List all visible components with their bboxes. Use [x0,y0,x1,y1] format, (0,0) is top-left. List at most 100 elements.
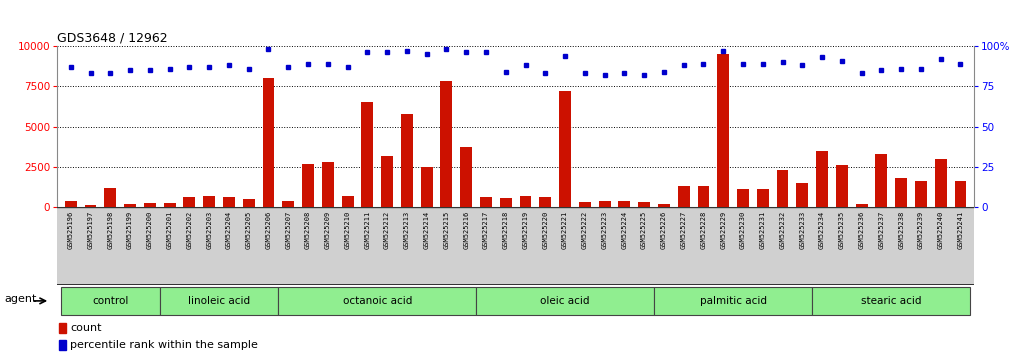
Bar [243,199,254,207]
Bar [124,204,136,207]
Text: GSM525203: GSM525203 [206,211,213,249]
Bar [717,54,729,207]
Text: GSM525218: GSM525218 [502,211,508,249]
Text: GSM525240: GSM525240 [938,211,944,249]
Text: GSM525201: GSM525201 [167,211,173,249]
Bar [915,181,926,207]
Bar [65,201,76,207]
Text: GSM525234: GSM525234 [819,211,825,249]
FancyBboxPatch shape [654,287,813,315]
Text: GSM525239: GSM525239 [918,211,923,249]
Text: GSM525220: GSM525220 [542,211,548,249]
Bar [520,196,532,207]
Text: GSM525196: GSM525196 [68,211,74,249]
Text: GSM525225: GSM525225 [641,211,647,249]
Text: GSM525212: GSM525212 [384,211,391,249]
Bar [579,202,591,207]
Text: GSM525228: GSM525228 [701,211,707,249]
Text: palmitic acid: palmitic acid [700,296,767,306]
Text: GSM525211: GSM525211 [364,211,370,249]
Text: percentile rank within the sample: percentile rank within the sample [70,340,258,350]
Text: GSM525207: GSM525207 [285,211,291,249]
Text: octanoic acid: octanoic acid [343,296,412,306]
Text: GSM525227: GSM525227 [680,211,686,249]
Text: GSM525219: GSM525219 [523,211,529,249]
Text: GSM525238: GSM525238 [898,211,904,249]
Text: oleic acid: oleic acid [540,296,590,306]
Bar [59,323,66,333]
Bar [421,167,432,207]
Bar [283,201,294,207]
Bar [677,186,690,207]
Text: GSM525237: GSM525237 [879,211,885,249]
Bar [796,183,809,207]
Text: GSM525215: GSM525215 [443,211,450,249]
FancyBboxPatch shape [279,287,476,315]
Bar [618,201,631,207]
Bar [342,196,354,207]
Bar [757,189,769,207]
Bar [777,170,788,207]
Bar [302,164,314,207]
Bar [816,151,828,207]
Text: linoleic acid: linoleic acid [188,296,250,306]
Text: GSM525224: GSM525224 [621,211,627,249]
Bar [262,78,275,207]
Text: GSM525198: GSM525198 [108,211,113,249]
Bar [440,81,453,207]
Bar [105,188,116,207]
Text: GSM525231: GSM525231 [760,211,766,249]
Text: GSM525221: GSM525221 [562,211,569,249]
Bar [639,202,650,207]
Text: GSM525236: GSM525236 [858,211,864,249]
Bar [84,205,97,207]
Bar [321,162,334,207]
Bar [59,340,66,350]
Text: GSM525226: GSM525226 [661,211,667,249]
FancyBboxPatch shape [61,287,160,315]
Bar [876,154,887,207]
Text: GSM525206: GSM525206 [265,211,272,249]
FancyBboxPatch shape [813,287,970,315]
Bar [223,198,235,207]
Text: GSM525204: GSM525204 [226,211,232,249]
Bar [935,159,947,207]
Bar [480,196,492,207]
Text: GSM525205: GSM525205 [246,211,252,249]
Text: control: control [93,296,128,306]
Text: GSM525233: GSM525233 [799,211,805,249]
Text: GSM525230: GSM525230 [740,211,746,249]
Bar [499,198,512,207]
Bar [698,186,710,207]
FancyBboxPatch shape [160,287,279,315]
Text: GSM525209: GSM525209 [324,211,331,249]
Text: GSM525210: GSM525210 [345,211,351,249]
Bar [183,198,195,207]
Text: GSM525202: GSM525202 [186,211,192,249]
Bar [539,198,551,207]
Text: agent: agent [4,294,37,304]
Bar [203,196,216,207]
Bar [164,203,176,207]
Text: GSM525232: GSM525232 [779,211,785,249]
Text: GSM525235: GSM525235 [839,211,845,249]
Bar [381,155,393,207]
FancyBboxPatch shape [476,287,654,315]
Text: stearic acid: stearic acid [861,296,921,306]
Text: GSM525199: GSM525199 [127,211,133,249]
Bar [461,148,472,207]
Text: count: count [70,323,102,333]
Bar [836,165,848,207]
Text: GSM525208: GSM525208 [305,211,311,249]
Bar [895,178,907,207]
Text: GSM525229: GSM525229 [720,211,726,249]
Bar [401,114,413,207]
Text: GSM525216: GSM525216 [463,211,469,249]
Bar [855,204,868,207]
Bar [144,203,156,207]
Bar [559,91,571,207]
Text: GSM525241: GSM525241 [957,211,963,249]
Text: GDS3648 / 12962: GDS3648 / 12962 [57,32,168,45]
Text: GSM525213: GSM525213 [404,211,410,249]
Bar [955,181,966,207]
